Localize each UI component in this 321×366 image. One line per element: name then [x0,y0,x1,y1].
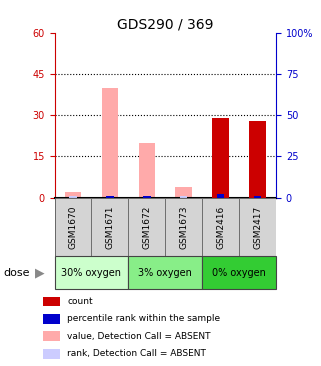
Bar [55,256,128,289]
Bar [91,198,128,256]
Bar [69,196,77,198]
Bar [202,256,276,289]
Bar [102,88,118,198]
Text: rank, Detection Call = ABSENT: rank, Detection Call = ABSENT [67,349,206,358]
Bar [180,196,187,198]
Text: GSM1672: GSM1672 [142,205,152,249]
Bar [43,296,60,306]
Bar [143,196,151,198]
Bar [43,314,60,324]
Text: GSM2417: GSM2417 [253,205,262,249]
Text: ▶: ▶ [35,266,45,279]
Bar [165,198,202,256]
Text: GSM1673: GSM1673 [179,205,188,249]
Bar [139,143,155,198]
Bar [65,192,81,198]
Bar [106,196,114,198]
Bar [202,198,239,256]
Bar [254,196,261,198]
Text: dose: dose [3,268,30,278]
Bar [176,187,192,198]
Text: GSM1671: GSM1671 [105,205,115,249]
Bar [128,198,165,256]
Text: GSM2416: GSM2416 [216,205,225,249]
Bar [143,196,151,198]
Bar [43,349,60,359]
Text: 30% oxygen: 30% oxygen [62,268,121,278]
Bar [43,331,60,341]
Text: 0% oxygen: 0% oxygen [212,268,266,278]
Title: GDS290 / 369: GDS290 / 369 [117,18,213,32]
Bar [249,121,266,198]
Text: count: count [67,297,93,306]
Bar [213,118,229,198]
Bar [239,198,276,256]
Bar [128,256,202,289]
Text: percentile rank within the sample: percentile rank within the sample [67,314,220,324]
Bar [55,198,91,256]
Text: 3% oxygen: 3% oxygen [138,268,192,278]
Text: GSM1670: GSM1670 [68,205,78,249]
Bar [217,194,224,198]
Bar [106,196,114,198]
Text: value, Detection Call = ABSENT: value, Detection Call = ABSENT [67,332,211,341]
